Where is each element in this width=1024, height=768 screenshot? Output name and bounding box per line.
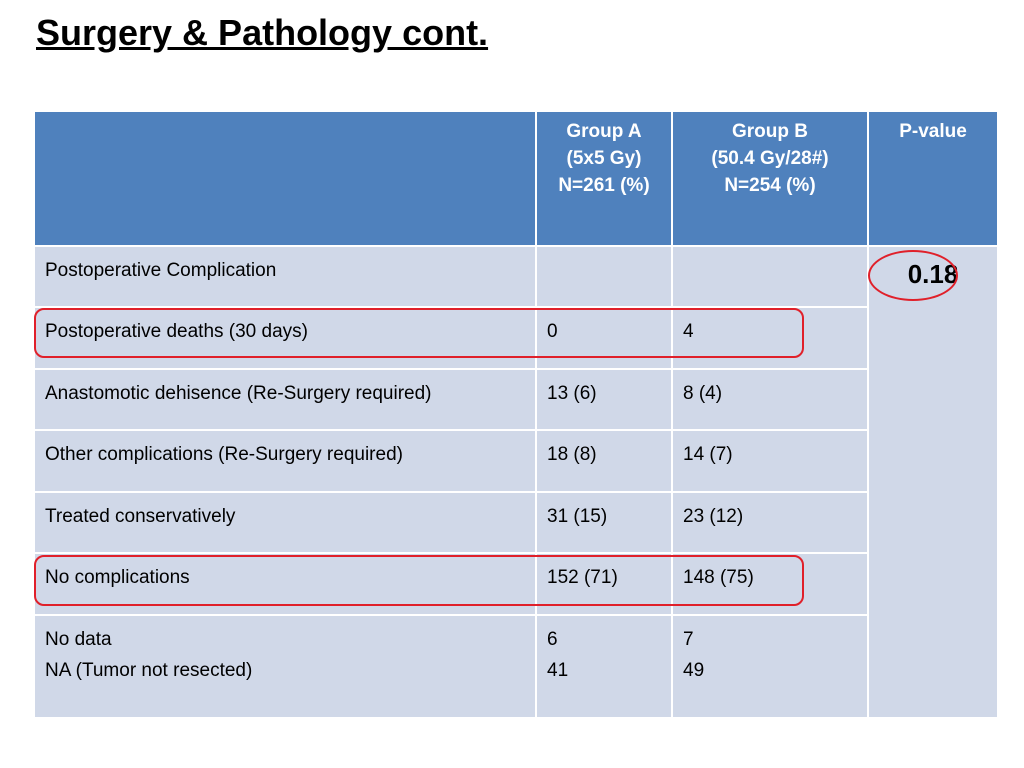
p-value-cell: 0.18 bbox=[869, 247, 999, 719]
table-cell: 14 (7) bbox=[673, 431, 869, 493]
highlight-circle bbox=[868, 250, 958, 301]
table-cell: Anastomotic dehisence (Re-Surgery requir… bbox=[35, 370, 537, 431]
header-cell bbox=[35, 112, 537, 247]
table-cell: 7 49 bbox=[673, 616, 869, 719]
header-cell: Group A (5x5 Gy) N=261 (%) bbox=[537, 112, 673, 247]
slide-title: Surgery & Pathology cont. bbox=[36, 12, 489, 53]
table-cell: 0 bbox=[537, 308, 673, 370]
highlight-box bbox=[34, 308, 804, 358]
table-cell: 4 bbox=[673, 308, 869, 370]
table-cell bbox=[537, 247, 673, 308]
table-cell: Postoperative deaths (30 days) bbox=[35, 308, 537, 370]
table-cell: 23 (12) bbox=[673, 493, 869, 554]
table-cell: No data NA (Tumor not resected) bbox=[35, 616, 537, 719]
table-cell: 18 (8) bbox=[537, 431, 673, 493]
table-cell: Other complications (Re-Surgery required… bbox=[35, 431, 537, 493]
header-cell: Group B (50.4 Gy/28#) N=254 (%) bbox=[673, 112, 869, 247]
table-cell: Postoperative Complication bbox=[35, 247, 537, 308]
table-cell: 31 (15) bbox=[537, 493, 673, 554]
header-cell: P-value bbox=[869, 112, 999, 247]
table-cell: Treated conservatively bbox=[35, 493, 537, 554]
table-cell: 13 (6) bbox=[537, 370, 673, 431]
table-cell bbox=[673, 247, 869, 308]
table-cell: 6 41 bbox=[537, 616, 673, 719]
highlight-box bbox=[34, 555, 804, 606]
table-cell: 8 (4) bbox=[673, 370, 869, 431]
